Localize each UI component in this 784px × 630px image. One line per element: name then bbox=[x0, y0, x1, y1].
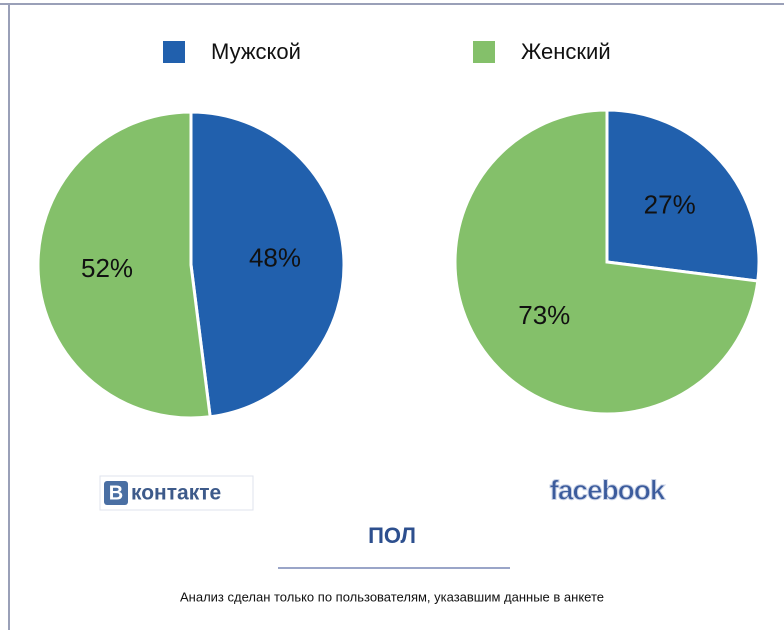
chart-title: ПОЛ bbox=[368, 523, 416, 548]
logo-mark-box bbox=[104, 481, 128, 505]
pie-slice bbox=[36, 110, 212, 420]
logo-mark: В bbox=[109, 482, 123, 504]
legend-swatch bbox=[163, 41, 185, 63]
logo-text: контакте bbox=[131, 482, 221, 505]
pie-slice bbox=[189, 110, 346, 419]
legend-label: Мужской bbox=[211, 39, 301, 64]
logo-text: facebook bbox=[550, 474, 666, 505]
legend-swatch bbox=[473, 41, 495, 63]
note: Анализ сделан только по пользователям, у… bbox=[180, 589, 604, 604]
pie-slice bbox=[453, 108, 760, 416]
slice-label: 48% bbox=[249, 243, 301, 273]
slice-label: 52% bbox=[81, 253, 133, 283]
pie-slice bbox=[605, 108, 761, 283]
legend-label: Женский bbox=[521, 39, 611, 64]
slice-label: 27% bbox=[644, 190, 696, 220]
slice-label: 73% bbox=[518, 300, 570, 330]
